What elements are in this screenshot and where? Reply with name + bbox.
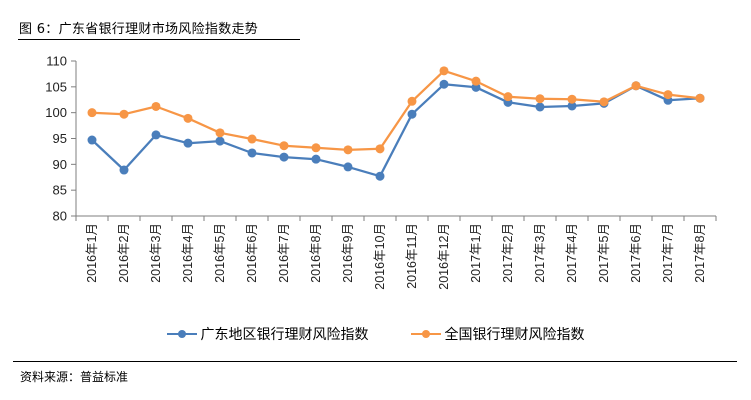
data-point[interactable] [407, 109, 417, 119]
y-tick-label: 100 [45, 105, 67, 120]
data-point[interactable] [151, 130, 161, 140]
chart-legend: 广东地区银行理财风险指数 全国银行理财风险指数 [0, 324, 751, 344]
data-point[interactable] [599, 97, 609, 107]
data-point[interactable] [375, 144, 385, 154]
legend-item-guangdong[interactable]: 广东地区银行理财风险指数 [166, 324, 369, 344]
data-point[interactable] [119, 165, 129, 175]
legend-marker-national-icon [410, 329, 441, 339]
data-point[interactable] [311, 143, 321, 153]
x-tick-label: 2016年8月 [309, 223, 323, 283]
data-point[interactable] [631, 81, 641, 91]
data-point[interactable] [503, 92, 513, 102]
x-tick-label: 2017年3月 [533, 223, 547, 283]
x-tick-label: 2017年6月 [629, 223, 643, 283]
series-line [91, 83, 701, 178]
y-tick-label: 105 [45, 79, 67, 94]
x-tick-label: 2016年1月 [85, 223, 99, 283]
data-point[interactable] [279, 141, 289, 151]
source-note: 资料来源：普益标准 [20, 370, 129, 384]
data-point[interactable] [279, 152, 289, 162]
data-point[interactable] [247, 148, 257, 158]
data-point[interactable] [215, 128, 225, 138]
data-point[interactable] [695, 93, 705, 103]
y-tick-label: 85 [53, 183, 67, 198]
x-tick-label: 2016年5月 [213, 223, 227, 283]
y-axis-ticks: 80 85 90 95 100 105 110 [45, 54, 76, 224]
legend-label-national: 全国银行理财风险指数 [444, 327, 585, 343]
data-point[interactable] [663, 90, 673, 100]
data-point[interactable] [343, 145, 353, 155]
x-tick-label: 2017年8月 [693, 223, 707, 283]
data-point[interactable] [343, 162, 353, 172]
data-point[interactable] [311, 154, 321, 164]
title-underline [18, 39, 300, 40]
x-tick-label: 2017年5月 [597, 223, 611, 283]
series-national [87, 66, 705, 155]
x-tick-label: 2017年2月 [501, 223, 515, 283]
data-point[interactable] [439, 79, 449, 89]
figure-title: 图 6：广东省银行理财市场风险指数走势 [19, 22, 259, 37]
source-divider [13, 361, 737, 362]
data-point[interactable] [215, 136, 225, 146]
x-tick-label: 2017年4月 [565, 223, 579, 283]
data-point[interactable] [471, 82, 481, 92]
x-tick-label: 2016年11月 [405, 223, 419, 289]
x-tick-label: 2016年10月 [373, 223, 387, 290]
data-point[interactable] [87, 108, 97, 118]
x-axis-ticks: 2016年1月 2016年2月 2016年3月 2016年4月 2016年5月 2016年… [75, 216, 717, 290]
data-point[interactable] [567, 94, 577, 104]
legend-item-national[interactable]: 全国银行理财风险指数 [410, 324, 585, 344]
x-tick-label: 2016年2月 [117, 223, 131, 283]
series-line [91, 69, 701, 152]
x-tick-label: 2016年3月 [149, 223, 163, 283]
series-guangdong [87, 79, 705, 181]
data-point[interactable] [567, 101, 577, 111]
data-point[interactable] [439, 66, 449, 76]
data-point[interactable] [535, 102, 545, 112]
data-point[interactable] [471, 76, 481, 86]
y-tick-label: 90 [53, 157, 67, 172]
x-tick-label: 2017年1月 [469, 223, 483, 283]
y-tick-label: 110 [46, 54, 67, 69]
x-tick-label: 2016年4月 [181, 223, 195, 283]
y-tick-label: 95 [53, 131, 67, 146]
data-point[interactable] [183, 138, 193, 148]
y-tick-label: 80 [53, 209, 67, 224]
x-tick-label: 2017年7月 [661, 223, 675, 283]
data-point[interactable] [183, 113, 193, 123]
data-point[interactable] [151, 101, 161, 111]
data-point[interactable] [247, 134, 257, 144]
x-tick-label: 2016年9月 [341, 223, 355, 283]
data-point[interactable] [407, 96, 417, 106]
chart-series [87, 66, 705, 181]
x-tick-label: 2016年12月 [437, 223, 451, 290]
legend-label-guangdong: 广东地区银行理财风险指数 [200, 327, 369, 343]
x-tick-label: 2016年7月 [277, 223, 291, 283]
data-point[interactable] [535, 94, 545, 104]
data-point[interactable] [119, 109, 129, 119]
x-tick-label: 2016年6月 [245, 223, 259, 283]
data-point[interactable] [375, 171, 385, 181]
data-point[interactable] [87, 135, 97, 145]
legend-marker-guangdong-icon [166, 329, 197, 339]
